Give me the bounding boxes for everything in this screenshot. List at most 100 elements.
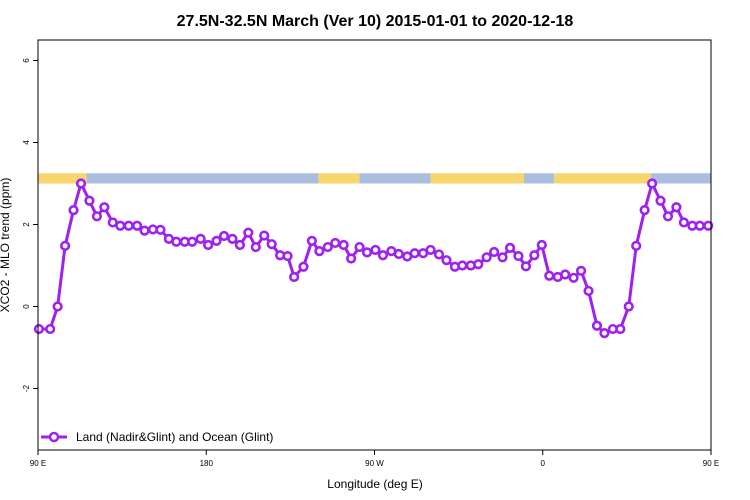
surface-type-band [38, 173, 711, 184]
data-point [529, 250, 540, 261]
y-tick-label: 6 [22, 58, 31, 63]
data-point [544, 270, 555, 281]
data-point [195, 233, 206, 244]
data-point [647, 178, 658, 189]
x-tick-label: 0 [541, 459, 546, 468]
data-point [513, 250, 524, 262]
data-point [575, 265, 587, 276]
data-point [583, 285, 594, 297]
y-tick-label: 2 [22, 222, 31, 227]
x-axis-ticks: 90 E 180 90 W 0 90 E [30, 450, 719, 468]
data-point [203, 239, 214, 251]
data-point [568, 272, 579, 283]
data-point [441, 255, 452, 266]
data-point [433, 249, 445, 260]
data-point [243, 227, 254, 238]
data-point [139, 225, 150, 236]
data-point [314, 246, 325, 257]
data-point [155, 224, 166, 235]
y-tick-label: 4 [22, 140, 31, 145]
y-tick-label: 0 [22, 304, 31, 309]
band-segment-land [553, 173, 652, 184]
y-axis-label: XCO2 - MLO trend (ppm) [0, 178, 12, 313]
data-point [409, 248, 420, 259]
data-point [123, 220, 134, 231]
data-point [338, 239, 349, 251]
data-point [591, 320, 603, 331]
data-point [52, 301, 63, 312]
data-point [91, 211, 102, 222]
data-point [322, 241, 333, 253]
data-point [481, 252, 492, 263]
data-point [33, 323, 45, 335]
band-segment-ocean [651, 173, 711, 184]
band-segment-land [318, 173, 360, 184]
data-point [694, 220, 705, 231]
band-segment-ocean [359, 173, 431, 184]
data-point [68, 205, 79, 216]
data-point [234, 239, 245, 251]
data-point [703, 220, 714, 231]
data-point [99, 202, 110, 213]
data-point [346, 253, 357, 264]
y-tick-label: -2 [22, 384, 31, 392]
data-point [425, 244, 436, 256]
data-point [187, 236, 198, 247]
data-point [282, 250, 293, 262]
band-segment-land [38, 173, 87, 184]
data-point [266, 239, 277, 250]
data-point [393, 248, 404, 260]
data-point [473, 259, 484, 270]
data-point [489, 246, 500, 258]
x-axis-label: Longitude (deg E) [327, 477, 422, 491]
data-point [330, 237, 341, 249]
data-point [560, 269, 571, 280]
band-segment-ocean [86, 173, 319, 184]
legend-swatch-marker [48, 431, 60, 443]
data-point [615, 323, 626, 335]
data-point [671, 202, 682, 213]
data-point [504, 242, 516, 253]
y-axis-ticks: -2 0 2 4 6 [22, 58, 38, 392]
data-point [211, 235, 222, 246]
data-point [289, 271, 300, 283]
data-point [171, 236, 182, 247]
data-point [45, 323, 56, 335]
data-point [354, 241, 365, 253]
data-point [75, 178, 87, 189]
data-point [623, 301, 634, 312]
data-point [259, 230, 270, 241]
x-tick-label: 90 E [30, 459, 46, 468]
data-point [599, 328, 610, 339]
data-point [250, 241, 261, 253]
data-point [520, 261, 532, 272]
band-segment-ocean [524, 173, 554, 184]
data-point [227, 233, 238, 244]
band-segment-land [430, 173, 525, 184]
data-point [60, 240, 71, 251]
x-tick-label: 90 E [703, 459, 719, 468]
legend: Land (Nadir&Glint) and Ocean (Glint) [41, 430, 273, 444]
data-point [218, 230, 230, 242]
data-point [370, 244, 381, 256]
data-point [84, 195, 95, 206]
x-tick-label: 180 [200, 459, 214, 468]
chart-title: 27.5N-32.5N March (Ver 10) 2015-01-01 to… [177, 13, 574, 30]
data-point [457, 260, 468, 271]
data-series-line [38, 182, 709, 335]
data-point [115, 220, 126, 231]
data-point [536, 239, 547, 251]
data-point [306, 235, 317, 246]
data-point [639, 205, 650, 216]
data-point [131, 220, 143, 231]
x-tick-label: 90 W [365, 459, 384, 468]
data-point [678, 217, 689, 228]
legend-label: Land (Nadir&Glint) and Ocean (Glint) [76, 430, 273, 444]
data-point [497, 252, 508, 263]
data-point [361, 247, 373, 258]
data-point [662, 211, 674, 222]
data-point [377, 250, 389, 261]
data-points [33, 178, 714, 339]
data-point [298, 261, 309, 272]
